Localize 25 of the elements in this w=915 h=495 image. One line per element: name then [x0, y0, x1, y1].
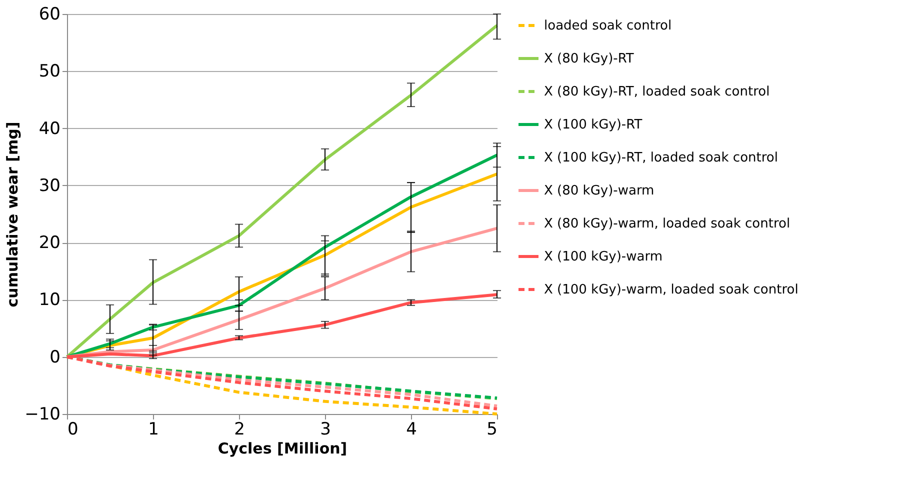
legend-label: X (80 kGy)-RT — [544, 52, 634, 66]
y-tick-label: 10 — [38, 290, 60, 310]
x-axis-title: Cycles [Million] — [218, 440, 348, 458]
x-tick-label: 3 — [320, 420, 331, 440]
legend-label: X (100 kGy)-warm, loaded soak control — [544, 282, 798, 298]
legend-label: X (100 kGy)-RT, loaded soak control — [544, 150, 778, 166]
legend-label: X (80 kGy)-warm — [544, 184, 654, 198]
legend-label: loaded soak control — [544, 18, 672, 34]
y-tick-label: 20 — [38, 233, 60, 254]
y-tick-label: −10 — [24, 404, 60, 424]
x-tick-label: 2 — [234, 420, 245, 440]
legend-label: X (80 kGy)-RT, loaded soak control — [544, 84, 770, 100]
y-tick-label: 50 — [38, 62, 60, 82]
y-tick-label: 0 — [50, 347, 60, 368]
x-tick-label: 4 — [406, 420, 417, 440]
legend-label: X (100 kGy)-warm — [544, 250, 662, 264]
x-tick-label: 1 — [148, 420, 159, 440]
y-tick-label: 30 — [38, 176, 60, 196]
y-tick-label: 60 — [38, 4, 60, 24]
legend-label: X (80 kGy)-warm, loaded soak control — [544, 216, 790, 232]
x-tick-label: 5 — [486, 420, 498, 440]
legend-label: X (100 kGy)-RT — [544, 118, 642, 132]
x-tick-label: 0 — [68, 420, 78, 440]
y-axis-title: cumulative wear [mg] — [4, 122, 22, 308]
y-tick-label: 40 — [38, 118, 60, 139]
